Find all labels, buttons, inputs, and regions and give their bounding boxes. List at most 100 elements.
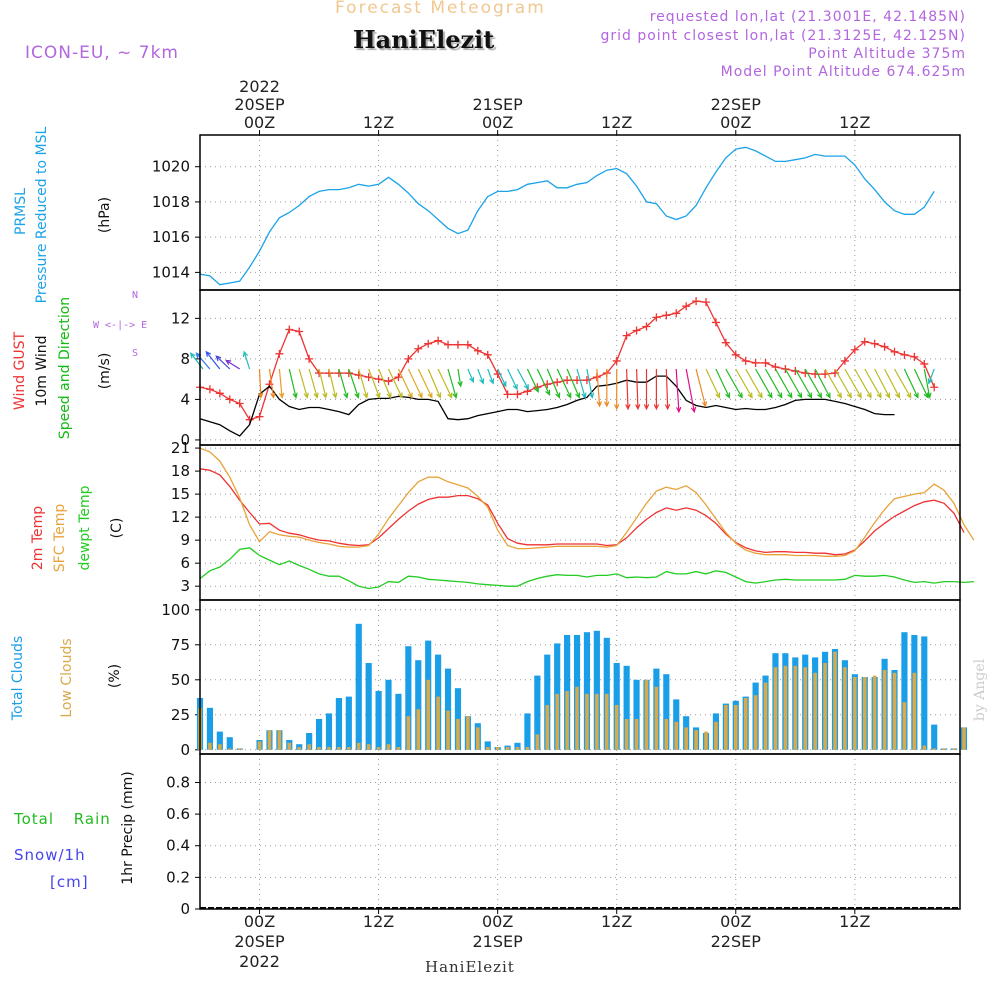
wind-direction-arrow [874, 368, 891, 399]
total-cloud-bar [306, 733, 313, 750]
xtick-label-bottom: 00Z [244, 912, 275, 931]
low-cloud-bar [872, 675, 877, 750]
wind-direction-arrow [447, 368, 458, 399]
wind-direction-arrow [397, 368, 413, 399]
low-cloud-bar [565, 691, 569, 750]
low-cloud-bar [386, 744, 391, 750]
gust-marker [205, 385, 214, 394]
low-cloud-bar [704, 731, 708, 750]
gust-marker [295, 327, 304, 336]
wind-direction-arrow [903, 368, 919, 399]
low-cloud-bar [654, 686, 659, 750]
ytick-label: 0.6 [166, 805, 190, 823]
wind-direction-arrow [298, 368, 309, 399]
low-cloud-bar [227, 748, 232, 750]
wind-direction-arrow [625, 368, 631, 411]
wind-direction-arrow [664, 368, 671, 411]
wind-direction-arrow [268, 368, 276, 399]
low-cloud-bar [476, 727, 480, 750]
gust-marker [384, 377, 393, 386]
low-cloud-bar [376, 747, 381, 750]
wind-direction-arrow [613, 369, 620, 411]
wind-direction-arrow [278, 368, 285, 399]
low-cloud-bar [456, 719, 460, 750]
wind-direction-arrow [308, 368, 319, 399]
low-cloud-bar [952, 748, 956, 750]
gust-marker [473, 346, 482, 355]
date-label-bottom: 21SEP [473, 932, 524, 951]
sfc-temp-line [199, 447, 975, 557]
wind-direction-arrow [536, 368, 551, 396]
total-cloud-bar [335, 698, 342, 750]
gust-marker [305, 354, 314, 363]
low-cloud-bar [694, 730, 698, 750]
ytick-label: 50 [171, 671, 190, 689]
low-cloud-bar [664, 719, 669, 750]
xtick-label-top: 12Z [839, 113, 870, 132]
wind-direction-arrow [338, 368, 349, 399]
wind-direction-arrow [927, 368, 935, 385]
snow-units-label: [cm] [50, 873, 89, 891]
ytick-label: 12 [171, 309, 190, 327]
wind-direction-arrow [225, 359, 241, 370]
compass-south: S [132, 348, 139, 359]
low-cloud-bar [277, 730, 282, 750]
gust-marker [374, 375, 383, 384]
gust-marker [741, 356, 750, 365]
low-cloud-bar [366, 744, 371, 750]
gust-marker [632, 326, 641, 335]
gust-marker [692, 297, 701, 306]
low-cloud-bar [684, 727, 688, 750]
ytick-label: 9 [180, 531, 190, 549]
total-cloud-bar [593, 630, 600, 750]
ytick-label: 0 [180, 741, 190, 759]
ytick-label: 0.8 [166, 773, 190, 791]
compass-west-east: W <-|-> E [93, 320, 148, 331]
gust-marker [235, 399, 244, 408]
gust-marker [215, 389, 224, 398]
low-cloud-bar [466, 716, 470, 750]
wind-direction-arrow [257, 368, 264, 399]
wind-direction-arrow [604, 369, 610, 408]
total-cloud-bar [534, 675, 541, 750]
xtick-label-top: 00Z [244, 113, 275, 132]
wind-direction-arrow [685, 368, 697, 414]
ytick-label: 6 [180, 554, 190, 572]
gust-marker [920, 359, 929, 368]
low-cloud-bar [724, 705, 728, 750]
low-cloud-bar [743, 698, 748, 750]
wind-direction-arrow [884, 368, 901, 399]
model-altitude: Model Point Altitude 674.625m [720, 64, 966, 80]
low-cloud-bar [575, 686, 579, 750]
ytick-label: 0.4 [166, 837, 190, 855]
date-label-bottom: 20SEP [234, 932, 285, 951]
gust-marker [563, 376, 572, 385]
low-cloud-bar [853, 677, 857, 750]
low-cloud-bar [902, 702, 907, 750]
ytick-label: 1018 [152, 193, 190, 211]
10m-wind-line [199, 375, 895, 437]
point-altitude: Point Altitude 375m [808, 46, 966, 62]
gust-marker [483, 350, 492, 359]
gust-marker [414, 344, 423, 353]
low-cloud-bar [912, 672, 917, 750]
wind-direction-arrow [189, 352, 204, 370]
wind-direction-arrow [215, 355, 231, 370]
closest-coords: grid point closest lon,lat (21.3125E, 42… [600, 28, 966, 44]
wind-direction-arrow [507, 368, 518, 391]
low-cloud-bar [436, 696, 440, 750]
snow-label: Snow/1h [14, 846, 86, 864]
low-cloud-bar [535, 734, 540, 750]
ytick-label: 8 [180, 350, 190, 368]
total-cloud-bar [901, 632, 908, 750]
date-label-top: 20SEP [234, 95, 285, 114]
total-rain-label: Total Rain [14, 810, 111, 828]
gust-marker [444, 340, 453, 349]
wind-direction-arrow [546, 368, 561, 399]
wind-direction-arrow [368, 368, 381, 399]
year-label-bottom: 2022 [239, 952, 280, 971]
low-cloud-bar [257, 741, 262, 750]
gust-marker [840, 356, 849, 365]
low-cloud-bar [327, 747, 331, 750]
ytick-label: 3 [180, 577, 190, 595]
